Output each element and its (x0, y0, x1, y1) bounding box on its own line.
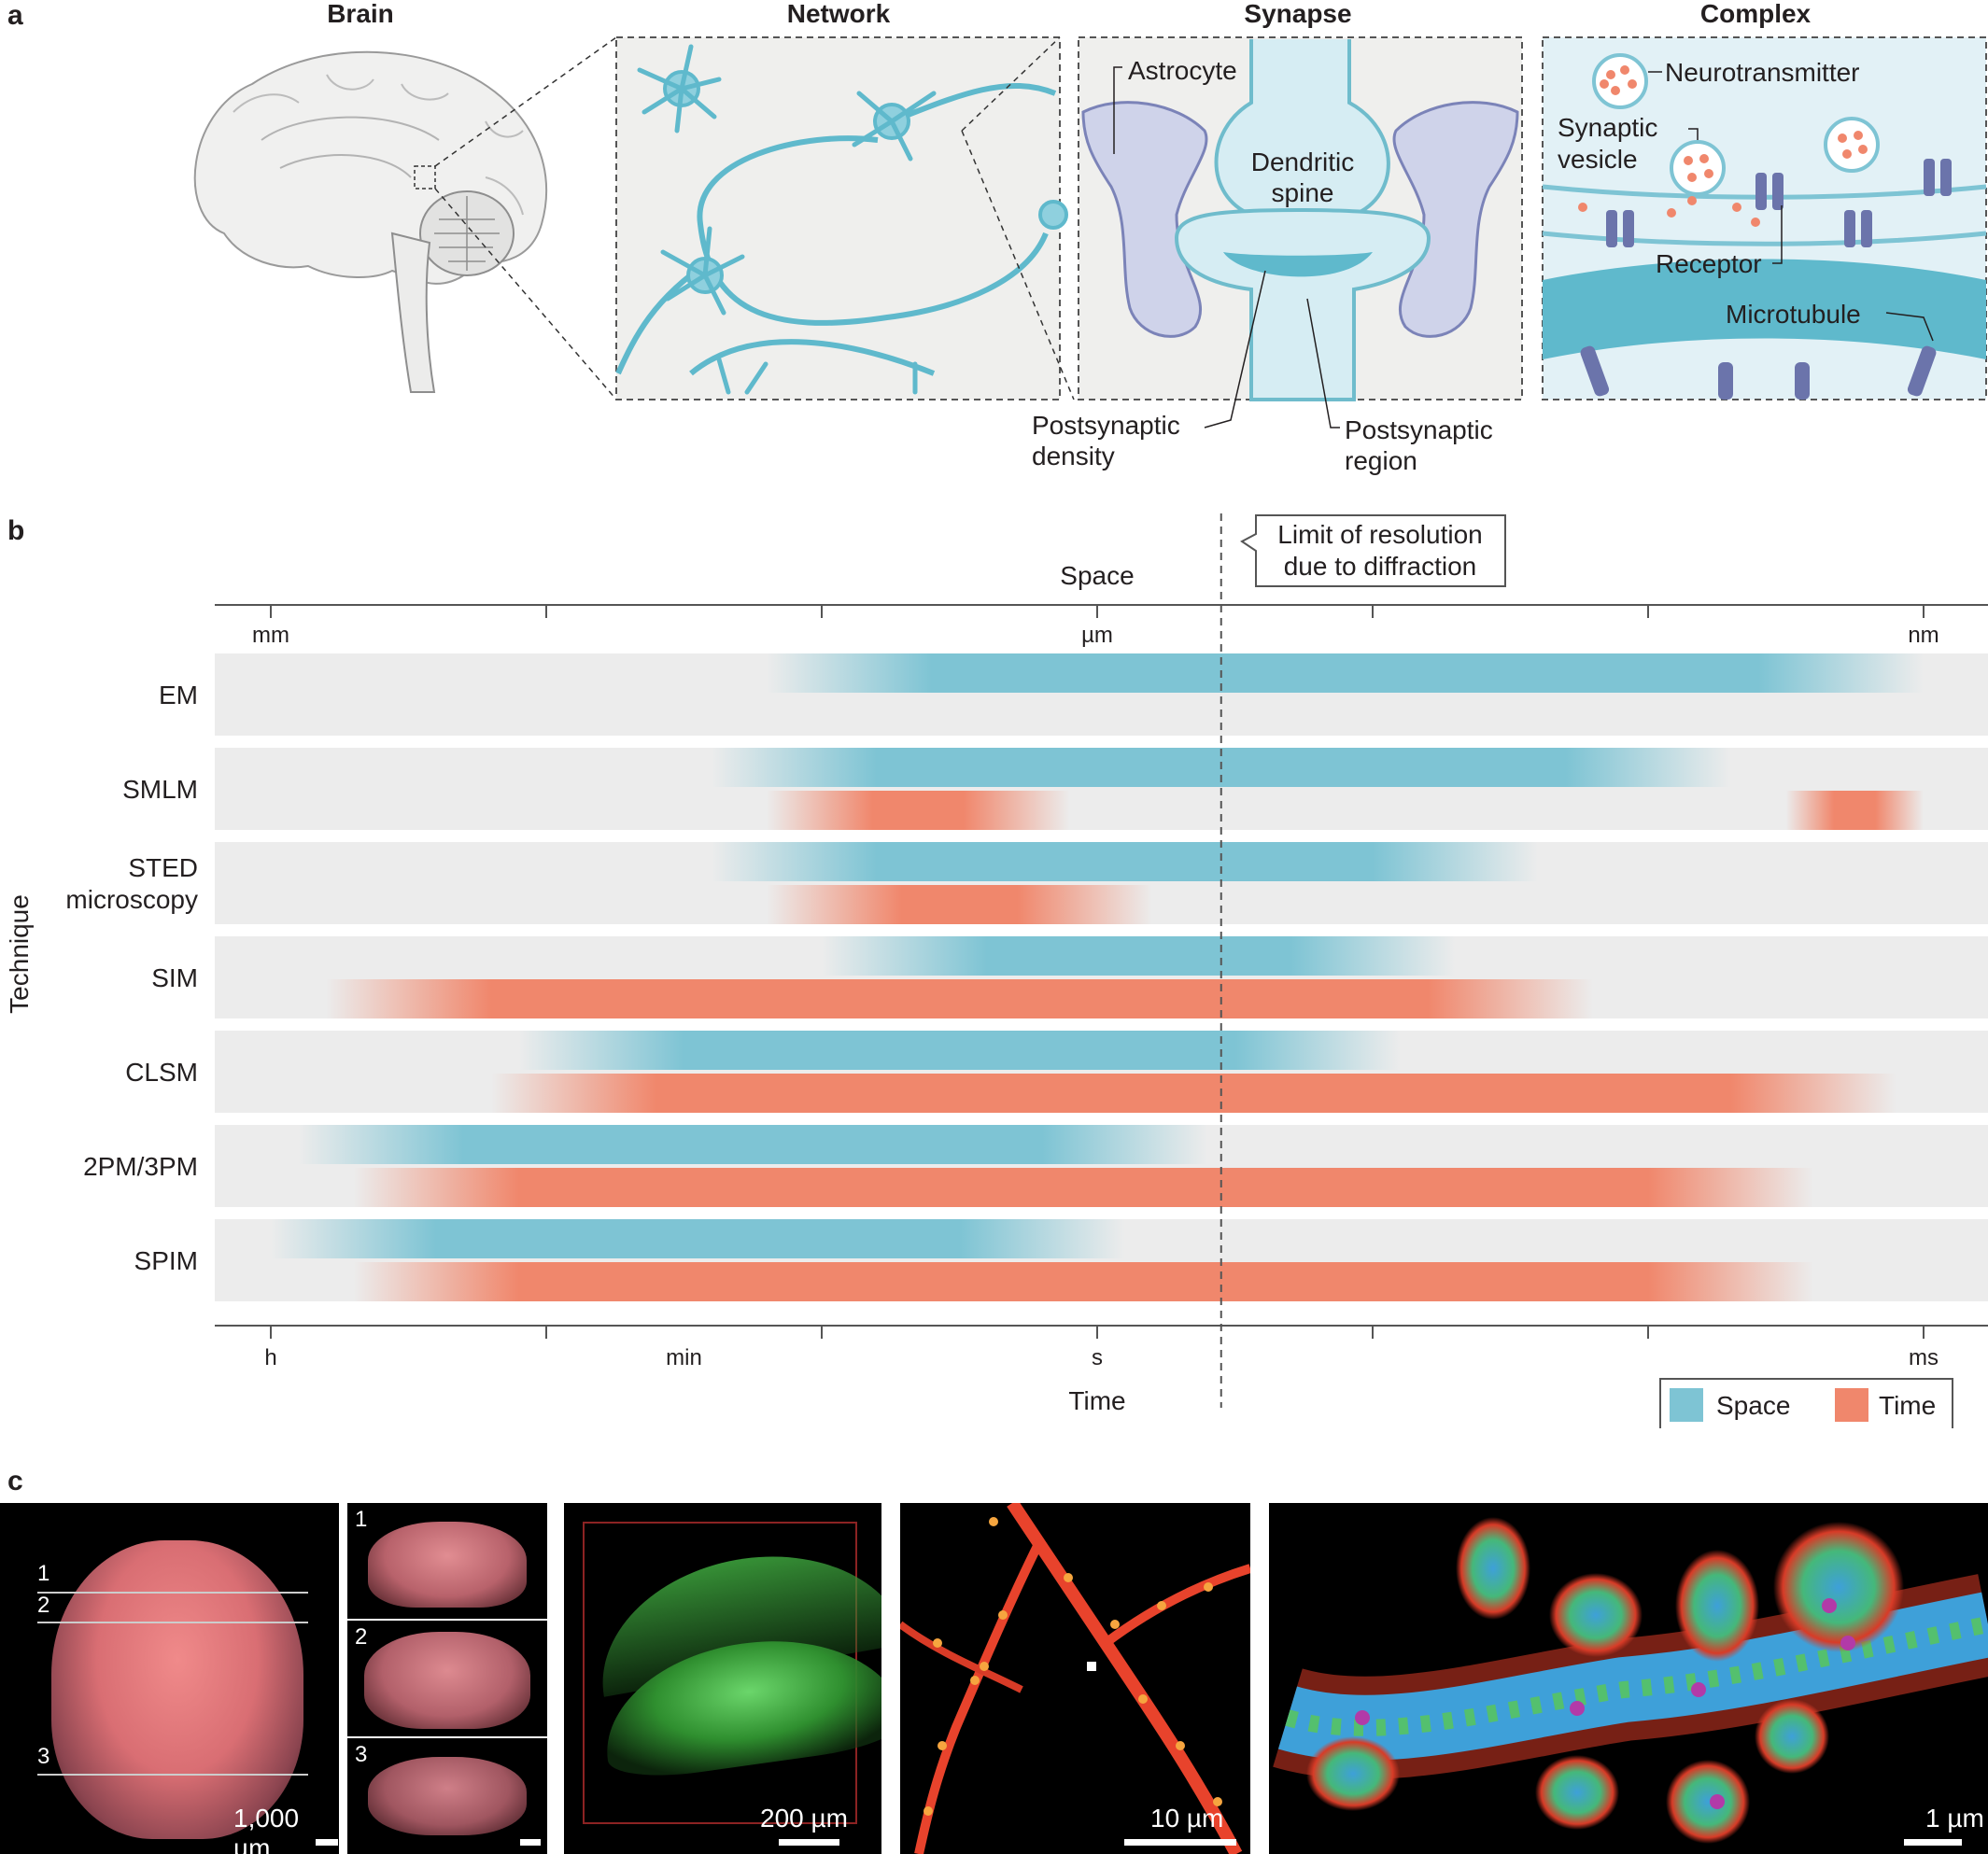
diffraction-callout: Limit of resolution due to diffraction (1240, 514, 1506, 587)
technique-label: CLSM (125, 1058, 198, 1087)
scale-label-1um: 1 µm (1925, 1804, 1984, 1833)
scale-bar-1000um (316, 1839, 338, 1846)
legend-space-swatch (1670, 1388, 1703, 1422)
coronal-sections: 1 2 3 (347, 1503, 547, 1854)
top-axis-title: Space (1060, 561, 1134, 590)
top-tick-label: µm (1081, 623, 1113, 648)
technique-row: STED microscopy (65, 842, 1988, 924)
space-bar (271, 1219, 1125, 1258)
technique-label: SMLM (122, 775, 198, 804)
time-bar (767, 885, 1152, 924)
label-psd-2: density (1032, 442, 1115, 471)
coronal-number-3: 3 (355, 1742, 368, 1767)
y-axis-label: Technique (5, 894, 34, 1014)
title-synapse: Synapse (1244, 0, 1351, 28)
callout-line-2: due to diffraction (1284, 552, 1477, 581)
top-tick-label: nm (1908, 623, 1939, 648)
label-receptor: Receptor (1656, 249, 1762, 278)
title-network: Network (787, 0, 891, 28)
technique-label: microscopy (65, 885, 198, 914)
section-number-3: 3 (37, 1744, 50, 1769)
label-region-1: Postsynaptic (1345, 415, 1493, 444)
chart-rows: EM SMLM STED microscopy SIM CLSM 2PM/3PM SPIM (65, 653, 1988, 1301)
scale-bar-1um (1904, 1839, 1962, 1846)
panel-a: a Brain Network Synapse Complex Astr (7, 0, 1987, 475)
scale-label-200um: 200 µm (760, 1804, 848, 1833)
label-neurotransmitter: Neurotransmitter (1665, 58, 1860, 87)
label-microtubule: Microtubule (1726, 300, 1861, 329)
bottom-tick-label: min (666, 1345, 702, 1370)
technique-label: STED (128, 853, 198, 882)
technique-resolution-chart: b Limit of resolution due to diffraction… (5, 513, 1988, 1428)
scale-label-10um: 10 µm (1150, 1804, 1224, 1833)
space-bar (298, 1125, 1207, 1164)
label-region-2: region (1345, 446, 1417, 475)
technique-row: CLSM (125, 1031, 1988, 1113)
time-bar (767, 791, 1070, 830)
dendrite-drawing (900, 1503, 1250, 1854)
label-vesicle-1: Synaptic (1558, 113, 1657, 142)
title-brain: Brain (327, 0, 394, 28)
coronal-number-1: 1 (355, 1507, 368, 1532)
dendrite-image: 10 µm (900, 1503, 1250, 1854)
hippocampus-volume-image: 200 µm (564, 1503, 881, 1854)
spine-drawing (1273, 1517, 1988, 1844)
top-tick-label: mm (252, 623, 289, 648)
scale-bar-coronal (520, 1839, 541, 1846)
technique-label: EM (159, 681, 198, 709)
complex-illustration (1542, 36, 1987, 400)
synapse-illustration: Astrocyte Dendritic spine (1078, 36, 1523, 428)
technique-row: 2PM/3PM (83, 1125, 1988, 1207)
section-number-1: 1 (37, 1561, 50, 1586)
time-bar (353, 1168, 1813, 1207)
label-astrocyte: Astrocyte (1128, 56, 1237, 85)
time-bar (491, 1074, 1896, 1113)
label-vesicle-2: vesicle (1558, 145, 1638, 174)
time-bar (1785, 791, 1924, 830)
label-dendritic-spine-1: Dendritic (1251, 147, 1354, 176)
callout-line-1: Limit of resolution (1277, 520, 1482, 549)
brain-illustration (193, 36, 617, 400)
title-complex: Complex (1700, 0, 1812, 28)
network-illustration (615, 36, 1075, 400)
panel-c-label: c (7, 1466, 23, 1496)
technique-label: SPIM (134, 1246, 198, 1275)
scale-bar-200um (779, 1839, 839, 1846)
coronal-number-2: 2 (355, 1624, 368, 1650)
technique-label: 2PM/3PM (83, 1152, 198, 1181)
legend-space-label: Space (1716, 1391, 1790, 1420)
label-psd-1: Postsynaptic (1032, 411, 1180, 440)
legend: Space Time (1659, 1378, 1953, 1428)
space-bar (767, 653, 1924, 693)
bottom-axis-title: Time (1068, 1386, 1125, 1415)
section-number-2: 2 (37, 1593, 50, 1618)
time-bar (326, 979, 1593, 1018)
space-bar (712, 842, 1538, 881)
scale-bar-10um (1124, 1839, 1236, 1846)
space-bar (822, 936, 1456, 976)
technique-row: SMLM (122, 748, 1988, 830)
scale-label-1000um: 1,000 µm (233, 1804, 300, 1854)
legend-time-label: Time (1879, 1391, 1936, 1420)
technique-row: SPIM (134, 1219, 1988, 1301)
chart-axes: mm µm nm h min s ms (215, 513, 1988, 1408)
super-resolution-spine-image: 1 µm (1269, 1503, 1988, 1854)
legend-time-swatch (1835, 1388, 1868, 1422)
panel-a-label: a (7, 0, 23, 31)
bottom-tick-label: ms (1909, 1345, 1939, 1370)
technique-row: SIM (151, 936, 1988, 1018)
mouse-brain-image: 1 2 3 1,000 µm (0, 1503, 339, 1854)
space-bar (518, 1031, 1401, 1070)
bottom-tick-label: s (1092, 1345, 1103, 1370)
technique-label: SIM (151, 963, 198, 992)
technique-row: EM (159, 653, 1988, 736)
bottom-tick-label: h (264, 1345, 276, 1370)
panel-b-label: b (7, 515, 24, 546)
label-dendritic-spine-2: spine (1272, 178, 1334, 207)
time-bar (353, 1262, 1813, 1301)
